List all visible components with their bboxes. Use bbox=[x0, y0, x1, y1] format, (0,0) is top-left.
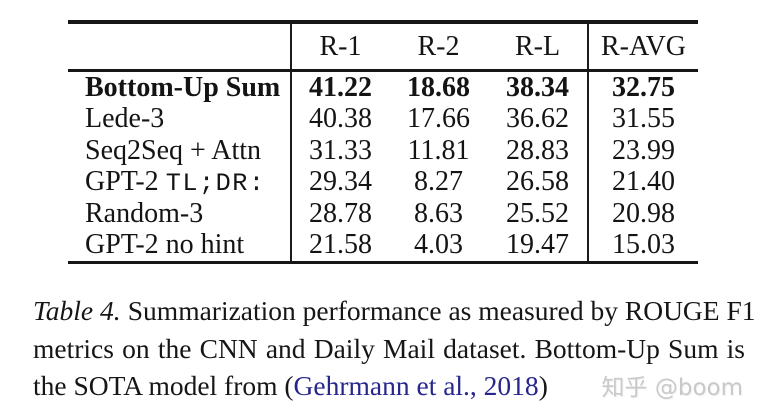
caption-line-3-text: the SOTA model from ( bbox=[33, 370, 294, 401]
cell-rl: 25.52 bbox=[506, 197, 569, 229]
row-label: Lede-3 bbox=[68, 105, 290, 133]
header-r2: R-2 bbox=[417, 30, 460, 62]
cell-ravg: 32.75 bbox=[587, 72, 698, 104]
caption-table-number: Table 4. bbox=[33, 295, 121, 326]
table-bottom-rule bbox=[68, 261, 698, 264]
table-row-random-3: Random-3 28.78 8.63 25.52 20.98 bbox=[68, 198, 698, 230]
row-label: Bottom-Up Sum bbox=[68, 71, 290, 103]
zhihu-watermark: 知乎 @boom bbox=[601, 375, 743, 401]
row-label: Seq2Seq + Attn bbox=[68, 134, 290, 166]
table-row-lede-3: Lede-3 40.38 17.66 36.62 31.55 bbox=[68, 103, 698, 135]
table-row-gpt2-tldr: GPT-2 TL;DR: 29.34 8.27 26.58 21.40 bbox=[68, 166, 698, 199]
row-label-text: Seq2Seq + Attn bbox=[85, 134, 262, 166]
row-label: GPT-2 no hint bbox=[68, 231, 290, 259]
table-header-row: R-1 R-2 R-L R-AVG bbox=[68, 24, 698, 69]
table-row-bottom-up-sum: Bottom-Up Sum 41.22 18.68 38.34 32.75 bbox=[68, 72, 698, 104]
cell-ravg: 23.99 bbox=[587, 135, 698, 167]
cell-r2: 11.81 bbox=[407, 134, 470, 166]
cell-ravg: 31.55 bbox=[587, 103, 698, 135]
citation-link[interactable]: Gehrmann et al., 2018 bbox=[293, 370, 539, 401]
cell-r1: 41.22 bbox=[290, 72, 389, 104]
caption-line-2-text: metrics on the CNN and Daily Mail datase… bbox=[33, 332, 745, 364]
row-label-text: GPT-2 no hint bbox=[85, 229, 245, 261]
row-label: Random-3 bbox=[68, 197, 290, 229]
cell-r1: 40.38 bbox=[290, 103, 389, 135]
row-label-mono-text: TL;DR: bbox=[165, 169, 266, 199]
cell-rl: 38.34 bbox=[506, 71, 569, 103]
cell-r2: 17.66 bbox=[407, 103, 470, 135]
table-mid-rule bbox=[68, 69, 698, 72]
table-row-gpt2-no-hint: GPT-2 no hint 21.58 4.03 19.47 15.03 bbox=[68, 229, 698, 261]
cell-rl: 36.62 bbox=[506, 103, 569, 135]
row-label-text: Bottom-Up Sum bbox=[85, 71, 281, 103]
cell-r1: 21.58 bbox=[290, 229, 389, 261]
cell-r2: 8.63 bbox=[414, 197, 463, 229]
results-table: R-1 R-2 R-L R-AVG Bottom-Up Sum 41.22 18… bbox=[68, 20, 698, 264]
header-rl: R-L bbox=[514, 30, 561, 62]
row-label: GPT-2 TL;DR: bbox=[68, 166, 290, 199]
cell-r1: 28.78 bbox=[290, 198, 389, 230]
caption-line-3-end: ) bbox=[538, 370, 548, 401]
caption-line-1-text: Summarization performance as measured by… bbox=[127, 295, 756, 326]
cell-rl: 28.83 bbox=[506, 134, 569, 166]
cell-r2: 18.68 bbox=[407, 71, 470, 103]
table-row-seq2seq-attn: Seq2Seq + Attn 31.33 11.81 28.83 23.99 bbox=[68, 135, 698, 167]
header-ravg: R-AVG bbox=[587, 24, 698, 69]
cell-ravg: 21.40 bbox=[587, 166, 698, 198]
caption-line-2: metrics on the CNN and Daily Mail datase… bbox=[33, 330, 745, 368]
row-label-text: Random-3 bbox=[85, 197, 204, 229]
cell-r1: 31.33 bbox=[290, 135, 389, 167]
caption-line-3: the SOTA model from (Gehrmann et al., 20… bbox=[33, 367, 745, 405]
cell-r2: 8.27 bbox=[414, 166, 463, 198]
caption-line-1: Table 4. Summarization performance as mea… bbox=[33, 292, 756, 330]
cell-rl: 26.58 bbox=[506, 166, 569, 198]
row-label-text: Lede-3 bbox=[85, 103, 165, 135]
header-r1: R-1 bbox=[290, 24, 389, 69]
cell-ravg: 20.98 bbox=[587, 198, 698, 230]
table-top-rule bbox=[68, 20, 698, 24]
cell-r1: 29.34 bbox=[290, 166, 389, 198]
cell-r2: 4.03 bbox=[414, 229, 463, 261]
cell-ravg: 15.03 bbox=[587, 229, 698, 261]
cell-rl: 19.47 bbox=[506, 229, 569, 261]
table-caption: Table 4. Summarization performance as mea… bbox=[33, 292, 756, 405]
row-label-text: GPT-2 bbox=[85, 166, 159, 198]
